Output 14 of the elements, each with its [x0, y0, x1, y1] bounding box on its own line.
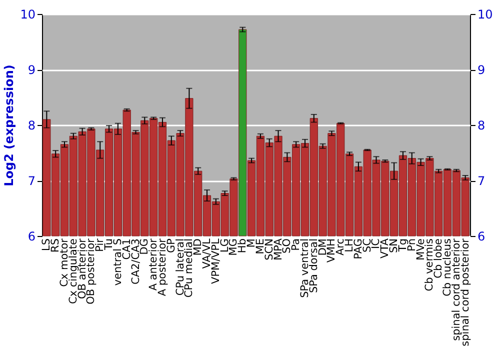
y2-tick-label: 6 — [478, 230, 486, 244]
x-tick-label: spinal cord posterior — [459, 238, 472, 346]
y-tick-label: 8 — [28, 118, 36, 132]
y-tick-label: 7 — [28, 174, 36, 188]
y-tick-label: 9 — [28, 63, 36, 77]
y2-tick-label: 10 — [478, 8, 493, 22]
y-tick-label: 6 — [28, 230, 36, 244]
y2-tick-label: 8 — [478, 118, 486, 132]
x-tick-label: OB posterior — [85, 238, 98, 304]
y2-tick-label: 9 — [478, 63, 486, 77]
y2-tick-label: 7 — [478, 174, 486, 188]
y-tick-label: 10 — [20, 8, 36, 22]
x-tick-label: Tg — [396, 238, 409, 253]
y-axis-title: Log2 (expression) — [2, 64, 16, 186]
